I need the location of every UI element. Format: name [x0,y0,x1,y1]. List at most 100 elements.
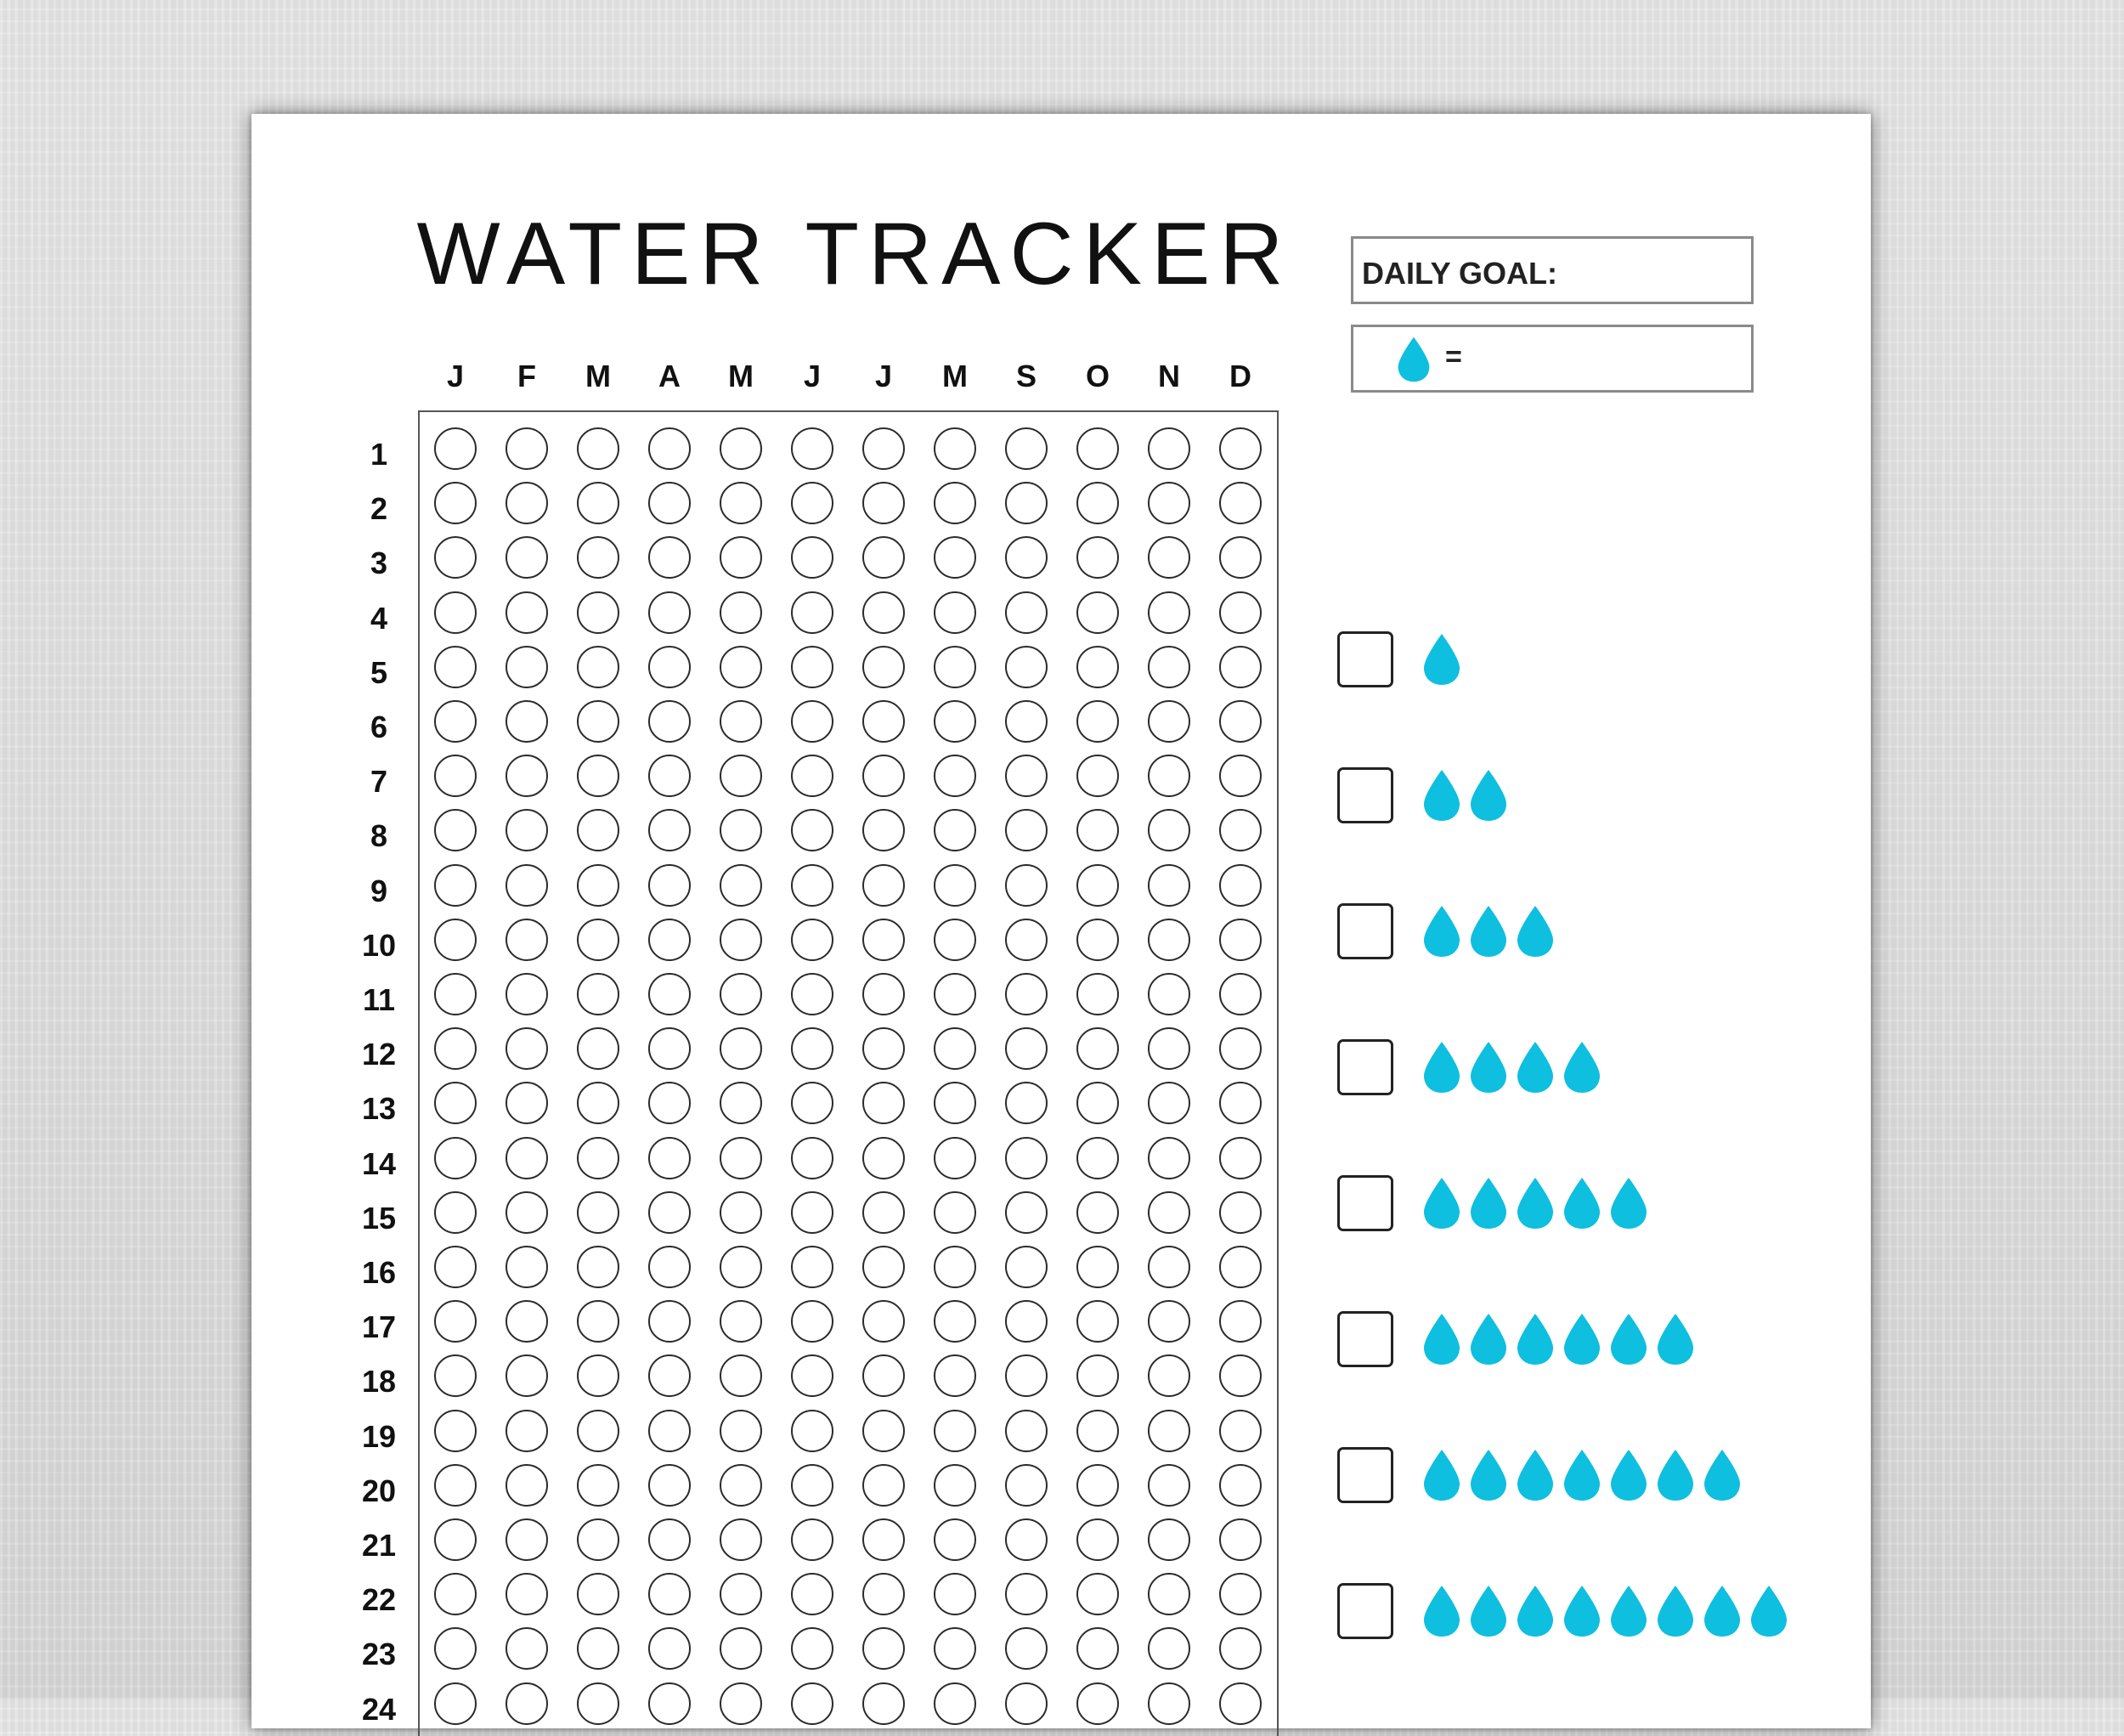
day-circle[interactable] [720,918,762,961]
day-circle[interactable] [862,700,905,743]
day-circle[interactable] [862,1136,905,1179]
day-circle[interactable] [648,918,691,961]
day-circle[interactable] [1148,482,1190,525]
day-circle[interactable] [648,1300,691,1343]
day-circle[interactable] [648,1573,691,1616]
day-circle[interactable] [648,1354,691,1398]
day-circle[interactable] [720,700,762,743]
day-circle[interactable] [934,1409,976,1452]
day-circle[interactable] [577,918,619,961]
day-circle[interactable] [862,1627,905,1671]
day-circle[interactable] [791,1190,833,1234]
day-circle[interactable] [934,1463,976,1507]
day-circle[interactable] [934,1573,976,1616]
day-circle[interactable] [648,1136,691,1179]
day-circle[interactable] [791,1409,833,1452]
day-circle[interactable] [506,1082,548,1125]
day-circle[interactable] [648,482,691,525]
day-circle[interactable] [791,863,833,907]
day-circle[interactable] [648,1190,691,1234]
day-circle[interactable] [434,1027,477,1071]
day-circle[interactable] [862,536,905,580]
day-circle[interactable] [577,1027,619,1071]
day-circle[interactable] [862,482,905,525]
day-circle[interactable] [1148,863,1190,907]
day-circle[interactable] [1148,1463,1190,1507]
day-circle[interactable] [577,863,619,907]
day-circle[interactable] [577,809,619,852]
day-circle[interactable] [1076,1573,1119,1616]
day-circle[interactable] [934,591,976,634]
day-circle[interactable] [434,536,477,580]
day-circle[interactable] [1148,1409,1190,1452]
day-circle[interactable] [1219,427,1262,470]
day-circle[interactable] [720,1573,762,1616]
day-circle[interactable] [506,1354,548,1398]
glass-option-checkbox[interactable] [1337,1175,1393,1231]
day-circle[interactable] [934,645,976,688]
day-circle[interactable] [1219,809,1262,852]
day-circle[interactable] [791,1573,833,1616]
day-circle[interactable] [862,918,905,961]
day-circle[interactable] [720,809,762,852]
day-circle[interactable] [1076,645,1119,688]
day-circle[interactable] [791,918,833,961]
day-circle[interactable] [577,427,619,470]
day-circle[interactable] [1219,536,1262,580]
day-circle[interactable] [1219,1027,1262,1071]
day-circle[interactable] [434,427,477,470]
day-circle[interactable] [434,1354,477,1398]
day-circle[interactable] [934,1518,976,1561]
day-circle[interactable] [506,700,548,743]
day-circle[interactable] [434,700,477,743]
day-circle[interactable] [1005,918,1048,961]
day-circle[interactable] [577,591,619,634]
day-circle[interactable] [1219,1082,1262,1125]
day-circle[interactable] [720,1682,762,1725]
day-circle[interactable] [1005,1463,1048,1507]
day-circle[interactable] [1005,1627,1048,1671]
day-circle[interactable] [1148,755,1190,798]
day-circle[interactable] [720,1409,762,1452]
day-circle[interactable] [934,482,976,525]
day-circle[interactable] [1148,973,1190,1015]
day-circle[interactable] [720,1518,762,1561]
day-circle[interactable] [1076,536,1119,580]
day-circle[interactable] [577,1682,619,1725]
day-circle[interactable] [720,1027,762,1071]
day-circle[interactable] [1148,1627,1190,1671]
day-circle[interactable] [434,1409,477,1452]
day-circle[interactable] [934,863,976,907]
day-circle[interactable] [506,973,548,1015]
day-circle[interactable] [1076,1246,1119,1288]
day-circle[interactable] [1219,1518,1262,1561]
day-circle[interactable] [1219,973,1262,1015]
day-circle[interactable] [434,1136,477,1179]
day-circle[interactable] [862,1518,905,1561]
day-circle[interactable] [1005,427,1048,470]
glass-option-checkbox[interactable] [1337,767,1393,823]
day-circle[interactable] [506,1190,548,1234]
day-circle[interactable] [720,1082,762,1125]
day-circle[interactable] [791,809,833,852]
day-circle[interactable] [648,427,691,470]
day-circle[interactable] [1076,863,1119,907]
day-circle[interactable] [1076,1300,1119,1343]
day-circle[interactable] [1005,1082,1048,1125]
day-circle[interactable] [934,973,976,1015]
day-circle[interactable] [434,863,477,907]
day-circle[interactable] [1219,1246,1262,1288]
day-circle[interactable] [1148,809,1190,852]
day-circle[interactable] [720,973,762,1015]
day-circle[interactable] [1148,1190,1190,1234]
day-circle[interactable] [1005,1246,1048,1288]
day-circle[interactable] [577,1136,619,1179]
day-circle[interactable] [791,1300,833,1343]
day-circle[interactable] [1148,1246,1190,1288]
day-circle[interactable] [791,536,833,580]
day-circle[interactable] [1219,1409,1262,1452]
day-circle[interactable] [1076,427,1119,470]
day-circle[interactable] [1076,1190,1119,1234]
day-circle[interactable] [934,809,976,852]
day-circle[interactable] [1219,1463,1262,1507]
